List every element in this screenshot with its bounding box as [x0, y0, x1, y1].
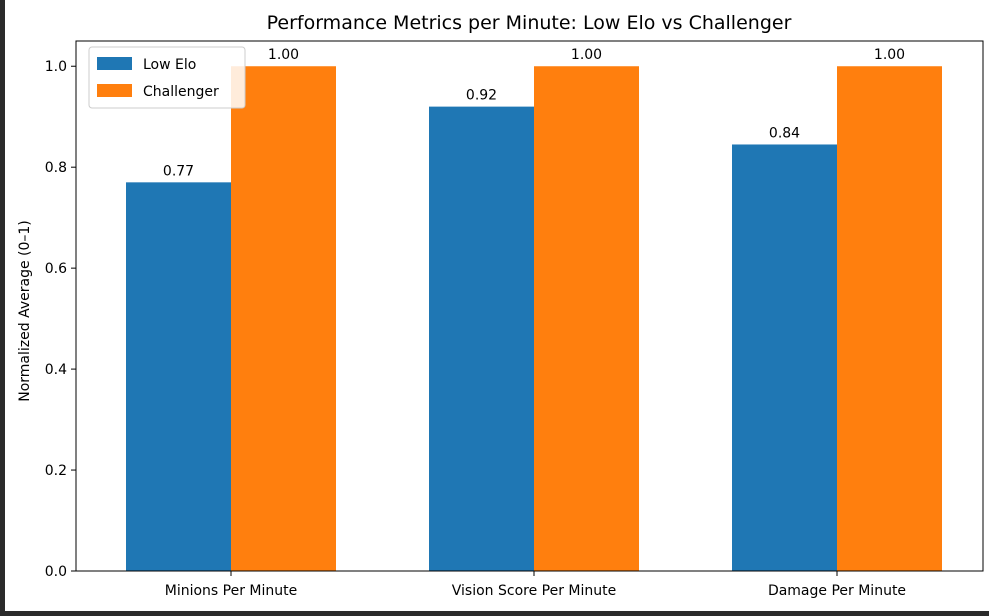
- legend-label-low-elo: Low Elo: [143, 57, 196, 73]
- y-tick-label: 1.0: [45, 59, 67, 75]
- y-tick-label: 0.6: [45, 261, 67, 277]
- bar-labels-layer: 0.77 1.00 0.92 1.00 0.84 1.00: [163, 47, 905, 179]
- y-tick-label: 0.2: [45, 463, 67, 479]
- bar-low-elo-damage-per-minute: [732, 144, 837, 571]
- x-ticks-layer: Minions Per Minute Vision Score Per Minut…: [165, 571, 906, 599]
- x-tick-label-minions-per-minute: Minions Per Minute: [165, 583, 298, 599]
- bar-label-challenger-damage-per-minute: 1.00: [874, 47, 905, 63]
- y-tick-label: 0.0: [45, 564, 67, 580]
- y-tick-label: 0.8: [45, 160, 67, 176]
- chart-canvas: Performance Metrics per Minute: Low Elo …: [5, 0, 989, 611]
- bar-label-challenger-minions-per-minute: 1.00: [268, 47, 299, 63]
- bar-label-challenger-vision-score-per-minute: 1.00: [571, 47, 602, 63]
- bar-challenger-minions-per-minute: [231, 66, 336, 571]
- bar-chart: Performance Metrics per Minute: Low Elo …: [17, 12, 984, 599]
- legend-label-challenger: Challenger: [143, 84, 219, 100]
- bar-label-low-elo-minions-per-minute: 0.77: [163, 163, 194, 179]
- bar-label-low-elo-damage-per-minute: 0.84: [769, 125, 800, 141]
- legend-swatch-challenger: [97, 84, 132, 97]
- bar-label-low-elo-vision-score-per-minute: 0.92: [466, 88, 497, 104]
- chart-title: Performance Metrics per Minute: Low Elo …: [267, 12, 792, 34]
- legend: Low Elo Challenger: [88, 46, 246, 109]
- bar-low-elo-minions-per-minute: [126, 182, 231, 572]
- y-tick-label: 0.4: [45, 362, 67, 378]
- bar-challenger-vision-score-per-minute: [534, 66, 639, 571]
- bar-challenger-damage-per-minute: [837, 66, 942, 571]
- legend-swatch-low-elo: [97, 57, 132, 70]
- y-ticks-layer: 0.0 0.2 0.4 0.6 0.8 1.0: [45, 59, 76, 580]
- bars-layer: [126, 66, 942, 572]
- y-axis-label: Normalized Average (0–1): [17, 220, 33, 402]
- x-tick-label-vision-score-per-minute: Vision Score Per Minute: [452, 583, 616, 599]
- axes-frame: [75, 40, 984, 572]
- bar-low-elo-vision-score-per-minute: [429, 106, 534, 571]
- x-tick-label-damage-per-minute: Damage Per Minute: [768, 583, 906, 599]
